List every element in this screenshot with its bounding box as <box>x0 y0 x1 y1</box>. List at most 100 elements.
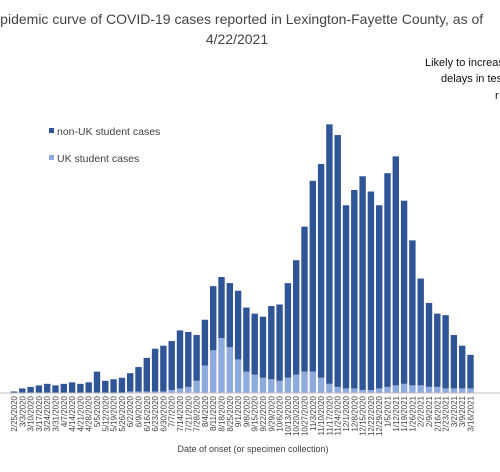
x-tick-label-3/3/2020: 3/3/2020 <box>18 395 27 427</box>
bar-uk-student-1/26/2021 <box>409 385 416 393</box>
bar-uk-student-6/2/2020 <box>127 391 134 393</box>
bar-uk-student-8/25/2020 <box>226 347 233 393</box>
bar-non-uk-student-12/22/2020 <box>367 191 375 390</box>
bar-non-uk-student-8/4/2020 <box>201 319 209 366</box>
x-tick-label-10/20/2020: 10/20/2020 <box>292 395 301 436</box>
bar-uk-student-10/20/2020 <box>293 374 300 393</box>
bar-non-uk-student-6/30/2020 <box>160 345 167 392</box>
bar-non-uk-student-6/16/2020 <box>143 357 150 392</box>
bar-non-uk-student-2/25/2020 <box>10 391 18 393</box>
bar-uk-student-2/16/2021 <box>434 386 441 393</box>
x-tick-label-2/16/2021: 2/16/2021 <box>433 395 442 431</box>
bar-non-uk-student-10/6/2020 <box>276 304 283 381</box>
x-tick-label-3/31/2020: 3/31/2020 <box>52 395 61 431</box>
x-tick-label-7/21/2020: 7/21/2020 <box>184 395 193 431</box>
legend-label-non-uk: non-UK student cases <box>57 126 160 138</box>
bar-non-uk-student-9/15/2020 <box>251 313 258 375</box>
bar-uk-student-9/1/2020 <box>234 359 242 393</box>
x-tick-labels: 2/25/2020 3/3/2020 3/10/2020 3/17/2020 3/24/… <box>10 395 476 436</box>
bar-uk-student-1/5/2021 <box>384 386 391 393</box>
annotation-line-2: delays in tes <box>441 73 500 85</box>
legend-swatch-non-uk <box>49 128 54 133</box>
bar-non-uk-student-5/5/2020 <box>93 371 101 393</box>
x-tick-label-11/10/2020: 11/10/2020 <box>317 395 326 435</box>
bar-non-uk-student-4/14/2020 <box>68 382 76 393</box>
x-tick-label-5/19/2020: 5/19/2020 <box>110 395 119 431</box>
x-tick-label-2/2/2021: 2/2/2021 <box>417 395 426 427</box>
bar-non-uk-student-1/19/2021 <box>400 200 408 384</box>
annotation-line-3: r <box>495 90 499 102</box>
x-tick-label-9/8/2020: 9/8/2020 <box>242 395 251 427</box>
x-tick-label-8/4/2020: 8/4/2020 <box>201 395 210 427</box>
bar-uk-student-12/1/2020 <box>342 388 350 393</box>
bar-non-uk-student-3/10/2020 <box>27 386 34 393</box>
bar-non-uk-student-10/27/2020 <box>301 226 308 372</box>
bar-non-uk-student-4/7/2020 <box>60 383 67 393</box>
x-tick-label-1/5/2021: 1/5/2021 <box>384 395 393 427</box>
bar-uk-student-9/8/2020 <box>243 371 250 393</box>
bar-non-uk-student-9/1/2020 <box>234 290 242 360</box>
bar-non-uk-student-11/17/2020 <box>326 124 333 384</box>
bar-non-uk-student-2/9/2021 <box>425 302 433 387</box>
bar-non-uk-student-8/11/2020 <box>210 286 217 351</box>
bar-uk-student-6/23/2020 <box>151 391 159 393</box>
bar-non-uk-student-11/3/2020 <box>309 180 316 372</box>
bar-non-uk-student-9/22/2020 <box>259 316 267 378</box>
bar-uk-student-6/16/2020 <box>143 391 150 393</box>
x-tick-label-1/12/2021: 1/12/2021 <box>392 395 401 431</box>
x-tick-label-6/16/2020: 6/16/2020 <box>143 395 152 431</box>
x-tick-label-12/15/2020: 12/15/2020 <box>359 395 368 436</box>
x-tick-label-7/7/2020: 7/7/2020 <box>168 395 177 427</box>
bar-non-uk-student-3/24/2020 <box>44 383 51 393</box>
x-tick-label-6/30/2020: 6/30/2020 <box>159 395 168 431</box>
bar-non-uk-student-7/14/2020 <box>176 330 184 389</box>
bar-uk-student-2/9/2021 <box>425 386 433 393</box>
bar-non-uk-student-12/8/2020 <box>351 190 358 389</box>
x-tick-label-2/9/2021: 2/9/2021 <box>425 395 434 427</box>
bar-uk-student-1/12/2021 <box>392 385 399 393</box>
bar-uk-student-6/30/2020 <box>160 391 167 393</box>
bar-non-uk-student-3/2/2021 <box>450 335 458 389</box>
x-tick-label-2/23/2021: 2/23/2021 <box>442 395 451 431</box>
bar-non-uk-student-12/1/2020 <box>342 205 350 389</box>
bar-non-uk-student-2/16/2021 <box>434 313 441 387</box>
bar-non-uk-student-12/15/2020 <box>359 176 366 390</box>
bar-non-uk-student-3/16/2021 <box>467 354 474 389</box>
bar-non-uk-student-10/20/2020 <box>293 260 300 375</box>
bar-uk-student-11/24/2020 <box>334 386 341 393</box>
x-tick-label-5/5/2020: 5/5/2020 <box>93 395 102 427</box>
legend-label-uk: UK student cases <box>57 153 139 165</box>
x-tick-label-5/26/2020: 5/26/2020 <box>118 395 127 431</box>
bar-non-uk-student-11/10/2020 <box>317 164 325 378</box>
x-tick-label-12/1/2020: 12/1/2020 <box>342 395 351 431</box>
bar-uk-student-2/23/2021 <box>442 388 449 393</box>
bar-non-uk-student-5/19/2020 <box>110 379 117 393</box>
bar-non-uk-student-7/7/2020 <box>168 341 175 390</box>
x-tick-label-2/25/2020: 2/25/2020 <box>10 395 19 431</box>
x-tick-label-3/2/2021: 3/2/2021 <box>450 395 459 427</box>
bar-uk-student-7/28/2020 <box>193 380 200 393</box>
x-tick-label-11/3/2020: 11/3/2020 <box>309 395 318 431</box>
bar-uk-student-7/14/2020 <box>176 388 184 393</box>
bar-non-uk-student-4/21/2020 <box>77 383 84 393</box>
x-tick-label-6/23/2020: 6/23/2020 <box>151 395 160 431</box>
x-tick-label-4/7/2020: 4/7/2020 <box>60 395 69 427</box>
x-axis-title: Date of onset (or specimen collection) <box>177 444 328 454</box>
bar-uk-student-1/19/2021 <box>400 383 408 393</box>
bar-uk-student-8/18/2020 <box>218 338 225 393</box>
x-tick-label-4/14/2020: 4/14/2020 <box>68 395 77 431</box>
x-tick-label-9/1/2020: 9/1/2020 <box>234 395 243 427</box>
bar-uk-student-2/2/2021 <box>417 385 424 393</box>
bar-non-uk-student-9/29/2020 <box>268 306 275 380</box>
x-tick-label-8/18/2020: 8/18/2020 <box>218 395 227 431</box>
bar-uk-student-3/9/2021 <box>459 388 466 393</box>
bars-group <box>10 124 474 393</box>
bar-non-uk-student-2/2/2021 <box>417 278 424 386</box>
bar-uk-student-7/21/2020 <box>185 386 192 393</box>
bar-non-uk-student-12/29/2020 <box>376 205 383 389</box>
bar-uk-student-11/10/2020 <box>317 377 325 393</box>
bar-non-uk-student-11/24/2020 <box>334 135 341 387</box>
x-tick-label-3/24/2020: 3/24/2020 <box>43 395 52 431</box>
bar-non-uk-student-1/26/2021 <box>409 240 416 386</box>
